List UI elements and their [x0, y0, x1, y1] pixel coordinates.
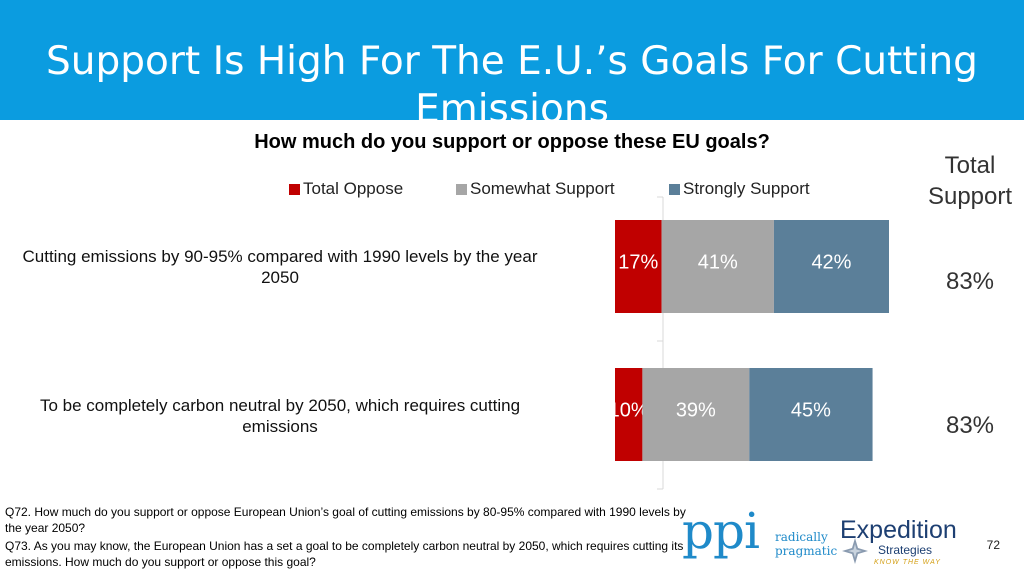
bar-segment-somewhat-support-row-2 [642, 368, 750, 461]
bar-segment-total-oppose-row-1 [615, 220, 662, 313]
total-support-header: Total Support [927, 152, 1013, 210]
chart-legend: Total Oppose Somewhat Support Strongly S… [0, 179, 1024, 201]
footnote-q72: Q72. How much do you support or oppose E… [5, 505, 686, 535]
expedition-logo-tagline: KNOW THE WAY [874, 559, 941, 566]
legend-swatch-oppose [289, 183, 300, 195]
expedition-logo-name: Expedition [840, 516, 957, 544]
data-label-total-oppose-row-2: 10% [609, 400, 649, 422]
ppi-logo-tagline: radically pragmatic [775, 530, 838, 558]
legend-label-somewhat: Somewhat Support [470, 179, 615, 198]
legend-item-oppose: Total Oppose [289, 179, 403, 199]
total-support-value-2: 83% [945, 412, 995, 439]
page-number: 72 [986, 538, 1000, 552]
legend-swatch-strongly [669, 183, 680, 195]
expedition-logo-sub: Strategies [878, 543, 933, 557]
data-label-total-oppose-row-1: 17% [618, 252, 658, 274]
expedition-strategies-logo: Expedition Strategies KNOW THE WAY [838, 512, 968, 572]
legend-item-somewhat: Somewhat Support [456, 179, 615, 199]
data-label-strongly-support-row-2: 45% [791, 400, 831, 422]
category-label-2: To be completely carbon neutral by 2050,… [39, 396, 521, 436]
category-label-1: Cutting emissions by 90-95% compared wit… [22, 247, 538, 287]
legend-label-strongly: Strongly Support [683, 179, 810, 198]
header-band: Support Is High For The E.U.’s Goals For… [0, 0, 1024, 120]
bar-segment-somewhat-support-row-1 [661, 220, 774, 313]
chart-question: How much do you support or oppose these … [254, 131, 770, 153]
ppi-logo: ppi radically pragmatic [680, 502, 840, 572]
bar-segment-total-oppose-row-2 [615, 368, 643, 461]
data-label-somewhat-support-row-1: 41% [698, 252, 738, 274]
legend-swatch-somewhat [456, 183, 467, 195]
legend-label-oppose: Total Oppose [303, 179, 404, 198]
ppi-logo-mark: ppi [682, 502, 760, 560]
page-title: Support Is High For The E.U.’s Goals For… [46, 39, 978, 120]
data-label-somewhat-support-row-2: 39% [676, 400, 716, 422]
legend-item-strongly: Strongly Support [669, 179, 810, 199]
bar-segment-strongly-support-row-1 [773, 220, 889, 313]
bar-segment-strongly-support-row-2 [749, 368, 873, 461]
data-label-strongly-support-row-1: 42% [811, 252, 851, 274]
compass-star-icon [842, 538, 868, 564]
footnote-q73: Q73. As you may know, the European Union… [5, 539, 684, 569]
total-support-value-1: 83% [945, 268, 995, 295]
